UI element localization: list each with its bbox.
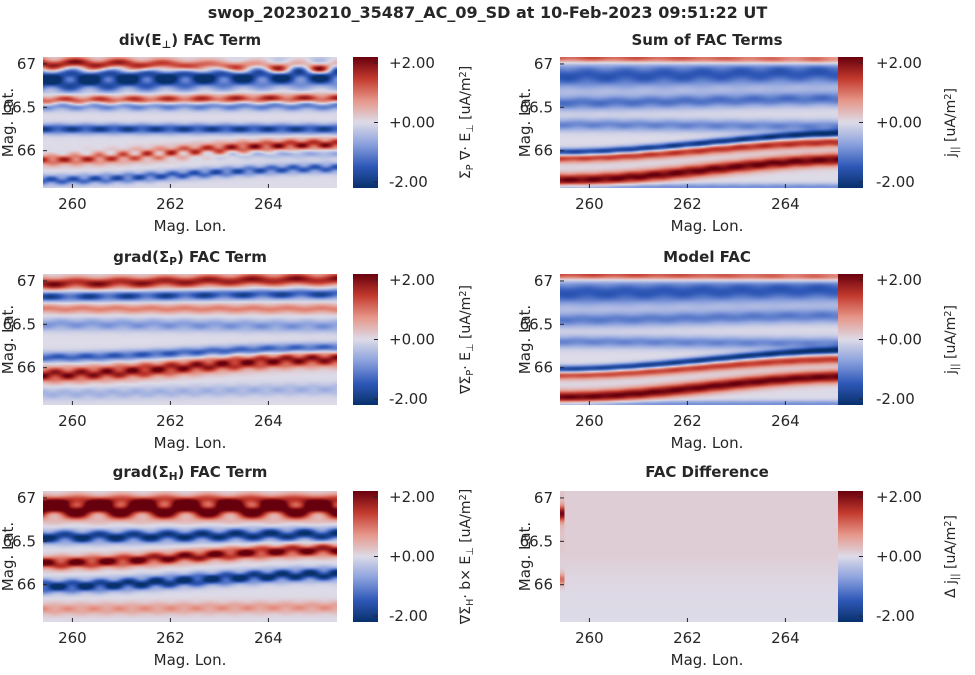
y-axis-label: Mag. Lat. <box>0 305 17 374</box>
y-tick-label: 66.5 <box>520 315 553 333</box>
y-tick-label: 67 <box>17 272 36 290</box>
colorbar-tick-label: -2.00 <box>389 173 428 191</box>
y-tick-label: 66.5 <box>520 98 553 116</box>
x-tick-label: 260 <box>58 195 87 213</box>
y-axis-label: Mag. Lat. <box>0 88 17 157</box>
colorbar-tick-label: -2.00 <box>876 607 915 625</box>
colorbar-tick-label: +2.00 <box>389 488 435 506</box>
colorbar-tick-label: +2.00 <box>876 271 922 289</box>
y-axis-label: Mag. Lat. <box>516 522 534 591</box>
y-axis-label: Mag. Lat. <box>0 522 17 591</box>
colorbar-tick-label: +0.00 <box>876 114 922 132</box>
y-tick-label: 66.5 <box>520 532 553 550</box>
x-tick-label: 260 <box>575 195 604 213</box>
colorbar-gradH <box>353 491 378 622</box>
colorbar-model <box>838 274 863 405</box>
y-tick-label: 67 <box>534 489 553 507</box>
colorbar-sum <box>838 57 863 188</box>
heatmap-divE <box>43 57 337 188</box>
y-tick-label: 67 <box>17 489 36 507</box>
colorbar-tick-label: -2.00 <box>389 390 428 408</box>
x-tick-label: 262 <box>156 629 185 647</box>
colorbar-diff <box>838 491 863 622</box>
y-axis-label: Mag. Lat. <box>516 305 534 374</box>
y-tick-label: 67 <box>17 55 36 73</box>
y-tick-label: 66.5 <box>3 315 36 333</box>
colorbar-tick-label: +0.00 <box>876 548 922 566</box>
x-tick-label: 264 <box>254 412 283 430</box>
colorbar-tick-label: +2.00 <box>876 54 922 72</box>
colorbar-tick-label: +2.00 <box>389 271 435 289</box>
x-tick-label: 260 <box>58 629 87 647</box>
y-tick-label: 66 <box>534 359 553 377</box>
colorbar-tick-label: -2.00 <box>876 390 915 408</box>
panel-title-diff: FAC Difference <box>645 463 769 481</box>
colorbar-label-gradH: ∇ΣH· b× E⊥ [uA/m2] <box>458 489 476 625</box>
x-tick-label: 260 <box>58 412 87 430</box>
colorbar-tick-label: +0.00 <box>389 114 435 132</box>
x-axis-label: Mag. Lon. <box>671 651 744 669</box>
x-tick-label: 264 <box>771 412 800 430</box>
colorbar-label-model: j|| [uA/m2] <box>943 305 961 375</box>
colorbar-label-gradP: ∇ΣP· E⊥ [uA/m2] <box>458 285 476 395</box>
colorbar-tick-label: +0.00 <box>876 331 922 349</box>
heatmap-sum <box>560 57 854 188</box>
colorbar-label-divE: ΣP ∇· E⊥ [uA/m2] <box>458 66 476 179</box>
colorbar-tick-label: -2.00 <box>876 173 915 191</box>
x-axis-label: Mag. Lon. <box>154 217 227 235</box>
y-tick-label: 67 <box>534 55 553 73</box>
heatmap-model <box>560 274 854 405</box>
panel-title-gradH: grad(ΣH) FAC Term <box>113 463 268 483</box>
y-axis-label: Mag. Lat. <box>516 88 534 157</box>
y-tick-label: 66 <box>17 142 36 160</box>
x-tick-label: 262 <box>673 629 702 647</box>
x-tick-label: 260 <box>575 412 604 430</box>
x-axis-label: Mag. Lon. <box>154 651 227 669</box>
colorbar-tick-label: -2.00 <box>389 607 428 625</box>
colorbar-tick-label: +0.00 <box>389 548 435 566</box>
panel-title-sum: Sum of FAC Terms <box>631 31 782 49</box>
y-tick-label: 66 <box>17 359 36 377</box>
x-tick-label: 264 <box>771 195 800 213</box>
heatmap-gradP <box>43 274 337 405</box>
heatmap-gradH <box>43 491 337 622</box>
x-axis-label: Mag. Lon. <box>154 434 227 452</box>
y-tick-label: 66 <box>534 142 553 160</box>
x-axis-label: Mag. Lon. <box>671 434 744 452</box>
x-axis-label: Mag. Lon. <box>671 217 744 235</box>
colorbar-tick-label: +2.00 <box>389 54 435 72</box>
x-tick-label: 260 <box>575 629 604 647</box>
panel-title-gradP: grad(ΣP) FAC Term <box>113 248 267 268</box>
y-tick-label: 66 <box>17 576 36 594</box>
colorbar-tick-label: +0.00 <box>389 331 435 349</box>
colorbar-label-diff: Δ j|| [uA/m2] <box>943 515 961 598</box>
figure-suptitle: swop_20230210_35487_AC_09_SD at 10-Feb-2… <box>207 3 768 22</box>
y-tick-label: 66.5 <box>3 532 36 550</box>
x-tick-label: 262 <box>673 412 702 430</box>
x-tick-label: 264 <box>254 629 283 647</box>
colorbar-tick-label: +2.00 <box>876 488 922 506</box>
colorbar-divE <box>353 57 378 188</box>
colorbar-label-sum: j|| [uA/m2] <box>943 88 961 158</box>
y-tick-label: 67 <box>534 272 553 290</box>
colorbar-gradP <box>353 274 378 405</box>
panel-title-model: Model FAC <box>663 248 751 266</box>
panel-title-divE: div(E⊥) FAC Term <box>119 31 261 51</box>
x-tick-label: 262 <box>156 195 185 213</box>
x-tick-label: 264 <box>771 629 800 647</box>
y-tick-label: 66 <box>534 576 553 594</box>
x-tick-label: 262 <box>673 195 702 213</box>
y-tick-label: 66.5 <box>3 98 36 116</box>
x-tick-label: 264 <box>254 195 283 213</box>
heatmap-diff <box>560 491 854 622</box>
x-tick-label: 262 <box>156 412 185 430</box>
